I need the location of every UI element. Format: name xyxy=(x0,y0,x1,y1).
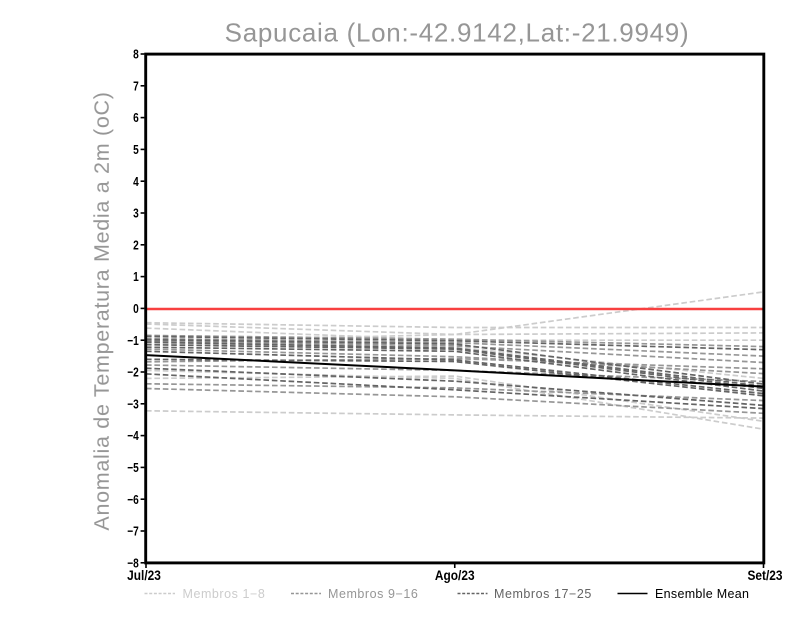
svg-text:−7: −7 xyxy=(127,524,139,538)
svg-text:0: 0 xyxy=(133,302,139,316)
svg-text:−4: −4 xyxy=(127,429,139,443)
svg-text:Jul/23: Jul/23 xyxy=(127,567,161,583)
svg-text:3: 3 xyxy=(133,206,139,220)
svg-text:1: 1 xyxy=(133,270,139,284)
svg-text:Membros 1−8: Membros 1−8 xyxy=(183,587,266,601)
svg-text:−3: −3 xyxy=(127,397,139,411)
svg-text:−1: −1 xyxy=(127,334,139,348)
svg-text:Anomalia de Temperatura Media: Anomalia de Temperatura Media a 2m (oC) xyxy=(90,91,114,530)
svg-text:Ago/23: Ago/23 xyxy=(435,567,475,583)
svg-text:8: 8 xyxy=(133,47,139,61)
svg-text:−8: −8 xyxy=(127,556,139,570)
svg-text:4: 4 xyxy=(133,175,139,189)
svg-text:Sapucaia (Lon:-42.9142,Lat:-21: Sapucaia (Lon:-42.9142,Lat:-21.9949) xyxy=(225,18,690,48)
svg-text:Ensemble Mean: Ensemble Mean xyxy=(655,587,749,601)
svg-text:7: 7 xyxy=(133,79,139,93)
svg-text:5: 5 xyxy=(133,143,139,157)
svg-text:6: 6 xyxy=(133,111,139,125)
svg-text:−6: −6 xyxy=(127,493,139,507)
svg-text:2: 2 xyxy=(133,238,139,252)
svg-text:−5: −5 xyxy=(127,461,139,475)
svg-text:−2: −2 xyxy=(127,365,139,379)
svg-text:Set/23: Set/23 xyxy=(747,567,782,583)
svg-text:Membros 9−16: Membros 9−16 xyxy=(328,587,418,601)
svg-text:Membros 17−25: Membros 17−25 xyxy=(494,587,592,601)
